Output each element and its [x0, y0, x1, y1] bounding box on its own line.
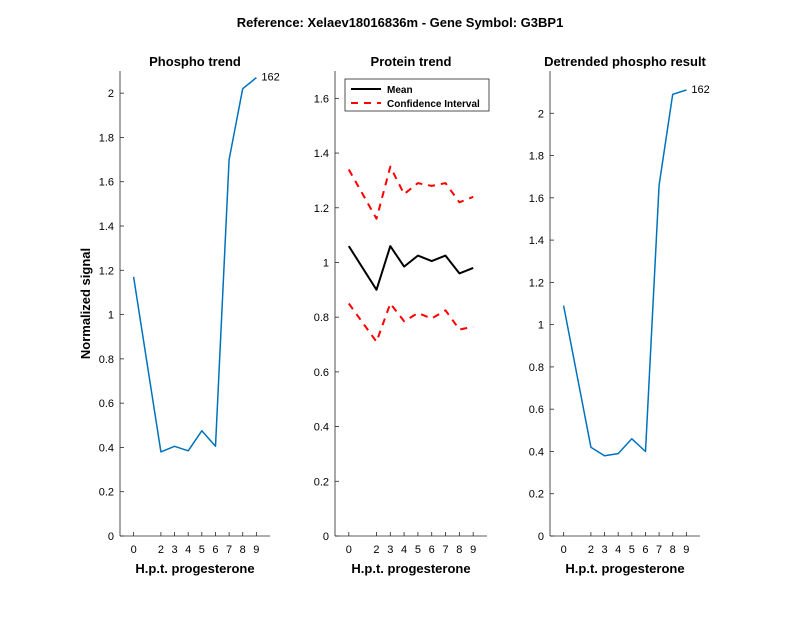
x-axis-label: H.p.t. progesterone — [351, 561, 470, 576]
y-tick-label: 1.2 — [314, 203, 329, 215]
mean-series-line — [347, 245, 474, 291]
y-tick-label: 1.2 — [529, 277, 544, 289]
y-tick-label: 0.8 — [99, 354, 114, 366]
x-tick-label: 2 — [588, 544, 594, 556]
x-tick-label: 6 — [429, 544, 435, 556]
panel-2: 0 2 3 4 5 6 7 8 9 0 0.2 0.4 0.6 0.8 1 1.2 1.4 1.6 Protein … — [314, 54, 490, 576]
x-tick-label: 3 — [601, 544, 607, 556]
y-axis-label: Normalized signal — [78, 248, 93, 359]
y-tick-label: 1.6 — [529, 193, 544, 205]
x-tick-label: 7 — [226, 544, 232, 556]
y-tick-label: 2 — [108, 88, 114, 100]
y-tick-label: 0.6 — [529, 404, 544, 416]
x-tick-label: 0 — [346, 544, 352, 556]
y-tick-label: 1.4 — [314, 148, 329, 160]
x-tick-label: 5 — [629, 544, 635, 556]
legend-ci-label: Confidence Interval — [387, 99, 480, 110]
y-tick-label: 0 — [323, 531, 329, 543]
x-tick-label: 5 — [199, 544, 205, 556]
ci-upper-series-line — [347, 165, 474, 220]
x-tick-label: 5 — [415, 544, 421, 556]
y-tick-label: 0.2 — [314, 476, 329, 488]
panels: 0 2 3 4 5 6 7 8 900.20.40.60.811.21.41.61.82Phos… — [78, 54, 710, 576]
y-tick-label: 0.2 — [529, 489, 544, 501]
x-tick-label: 2 — [373, 544, 379, 556]
y-tick-label: 1.4 — [529, 235, 544, 247]
y-tick-label: 1.8 — [529, 151, 544, 163]
y-tick-label: 1.4 — [99, 221, 114, 233]
x-tick-label: 3 — [171, 544, 177, 556]
y-tick-label: 0.8 — [529, 362, 544, 374]
x-axis-label: H.p.t. progesterone — [565, 561, 684, 576]
legend-box — [344, 78, 490, 112]
data-point-annotation: 162 — [691, 84, 709, 96]
y-tick-label: 0.8 — [314, 312, 329, 324]
y-tick-label: 1.8 — [99, 132, 114, 144]
x-tick-label: 8 — [456, 544, 462, 556]
panel-3: 0 2 3 4 5 6 7 8 900.20.40.60.811.21.41.61.82Detr… — [529, 54, 710, 576]
y-tick-label: 1 — [538, 320, 544, 332]
x-tick-label: 9 — [253, 544, 259, 556]
y-tick-label: 0.4 — [529, 446, 544, 458]
x-tick-label: 6 — [642, 544, 648, 556]
y-tick-label: 0.6 — [314, 367, 329, 379]
y-tick-label: 1.6 — [99, 177, 114, 189]
x-tick-label: 4 — [185, 544, 191, 556]
x-tick-label: 0 — [561, 544, 567, 556]
x-tick-label: 4 — [615, 544, 621, 556]
y-tick-label: 0.4 — [99, 442, 114, 454]
ci-lower-series-line — [347, 302, 474, 343]
x-tick-label: 2 — [158, 544, 164, 556]
data-point-annotation: 162 — [261, 72, 279, 84]
legend: Mean Confidence Interval — [344, 78, 490, 112]
panel-title: Phospho trend — [149, 54, 241, 69]
x-tick-label: 9 — [470, 544, 476, 556]
panel-title: Detrended phospho result — [544, 54, 706, 69]
x-axis-label: H.p.t. progesterone — [135, 561, 254, 576]
legend-mean-label: Mean — [387, 85, 413, 96]
figure-title: Reference: Xelaev18016836m - Gene Symbol… — [237, 15, 564, 30]
y-tick-label: 0.2 — [99, 487, 114, 499]
panel-1: 0 2 3 4 5 6 7 8 900.20.40.60.811.21.41.61.82Phos… — [78, 54, 280, 576]
phospho-series-line — [562, 89, 687, 457]
x-tick-label: 0 — [131, 544, 137, 556]
y-tick-label: 0 — [108, 531, 114, 543]
y-tick-label: 0 — [538, 531, 544, 543]
panel-title: Protein trend — [371, 54, 452, 69]
x-tick-label: 6 — [212, 544, 218, 556]
x-tick-label: 7 — [656, 544, 662, 556]
y-tick-label: 0.4 — [314, 422, 329, 434]
y-tick-label: 1 — [323, 257, 329, 269]
x-tick-label: 8 — [240, 544, 246, 556]
x-tick-label: 4 — [401, 544, 407, 556]
x-tick-label: 9 — [683, 544, 689, 556]
phospho-series-line — [132, 77, 257, 453]
y-tick-label: 2 — [538, 108, 544, 120]
y-tick-label: 1.6 — [314, 93, 329, 105]
y-tick-label: 0.6 — [99, 398, 114, 410]
y-tick-label: 1 — [108, 310, 114, 322]
y-tick-label: 1.2 — [99, 265, 114, 277]
x-tick-label: 8 — [670, 544, 676, 556]
x-tick-label: 3 — [387, 544, 393, 556]
x-tick-label: 7 — [442, 544, 448, 556]
